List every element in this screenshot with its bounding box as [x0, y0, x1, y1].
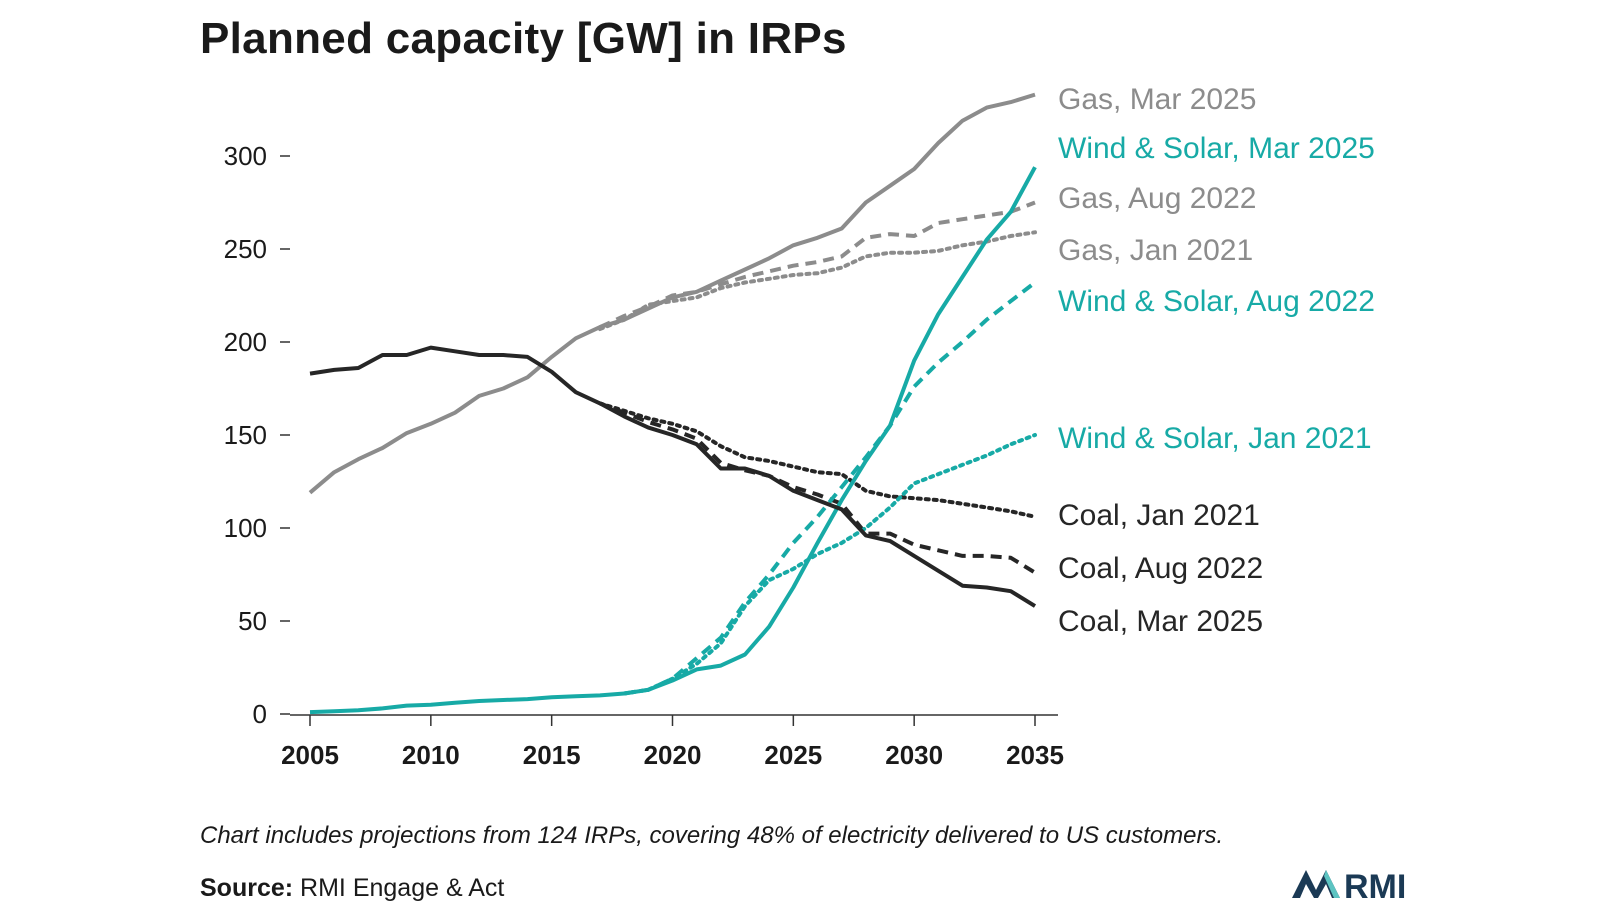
series-label: Wind & Solar, Mar 2025 [1058, 132, 1375, 165]
source-text: RMI Engage & Act [300, 874, 505, 902]
rmi-logo: RMI [1292, 868, 1406, 902]
series-line-coal-jan-2021 [598, 401, 1037, 519]
series-labels: Gas, Mar 2025 Wind & Solar, Mar 2025 Gas, … [1058, 83, 1375, 638]
series-label: Wind & Solar, Jan 2021 [1058, 422, 1372, 455]
series-line-wind-solar-jan-2021 [622, 433, 1037, 696]
x-tick-label: 2005 [281, 740, 339, 770]
series-label: Coal, Aug 2022 [1058, 552, 1263, 585]
series-lines [308, 92, 1037, 715]
source-line: Source: RMI Engage & Act [200, 874, 504, 903]
series-line-wind-solar-aug-2022 [623, 280, 1037, 696]
series-line-coal-mar-2025 [309, 345, 1037, 608]
x-axis: 2005 2010 2015 2020 2025 2030 2035 [281, 714, 1064, 770]
y-tick-label: 50 [238, 606, 267, 636]
y-tick-label: 200 [224, 327, 267, 357]
series-line-gas-aug-2022 [599, 200, 1036, 329]
chart-note: Chart includes projections from 124 IRPs… [200, 822, 1224, 849]
y-tick-label: 150 [224, 420, 267, 450]
x-tick-label: 2035 [1006, 740, 1064, 770]
y-tick-label: 250 [224, 234, 267, 264]
x-tick-label: 2010 [402, 740, 460, 770]
series-label: Gas, Jan 2021 [1058, 234, 1253, 267]
y-tick-label: 300 [224, 141, 267, 171]
x-tick-label: 2030 [885, 740, 943, 770]
chart-title: Planned capacity [GW] in IRPs [200, 14, 847, 63]
y-axis: 0 50 100 150 200 250 300 [224, 141, 290, 729]
y-tick-label: 0 [253, 699, 267, 729]
x-tick-label: 2015 [523, 740, 581, 770]
logo-accent-icon [1324, 870, 1340, 898]
x-tick-label: 2020 [644, 740, 702, 770]
series-label: Wind & Solar, Aug 2022 [1058, 285, 1375, 318]
series-line-coal-aug-2022 [599, 401, 1037, 575]
series-label: Gas, Aug 2022 [1058, 182, 1257, 215]
x-tick-label: 2025 [764, 740, 822, 770]
series-line-gas-jan-2021 [598, 230, 1037, 331]
series-label: Gas, Mar 2025 [1058, 83, 1256, 116]
source-label: Source: [200, 874, 294, 902]
series-line-wind-solar-mar-2025 [309, 166, 1037, 715]
series-label: Coal, Jan 2021 [1058, 499, 1260, 532]
y-tick-label: 100 [224, 513, 267, 543]
logo-text: RMI [1344, 868, 1406, 902]
series-label: Coal, Mar 2025 [1058, 605, 1263, 638]
